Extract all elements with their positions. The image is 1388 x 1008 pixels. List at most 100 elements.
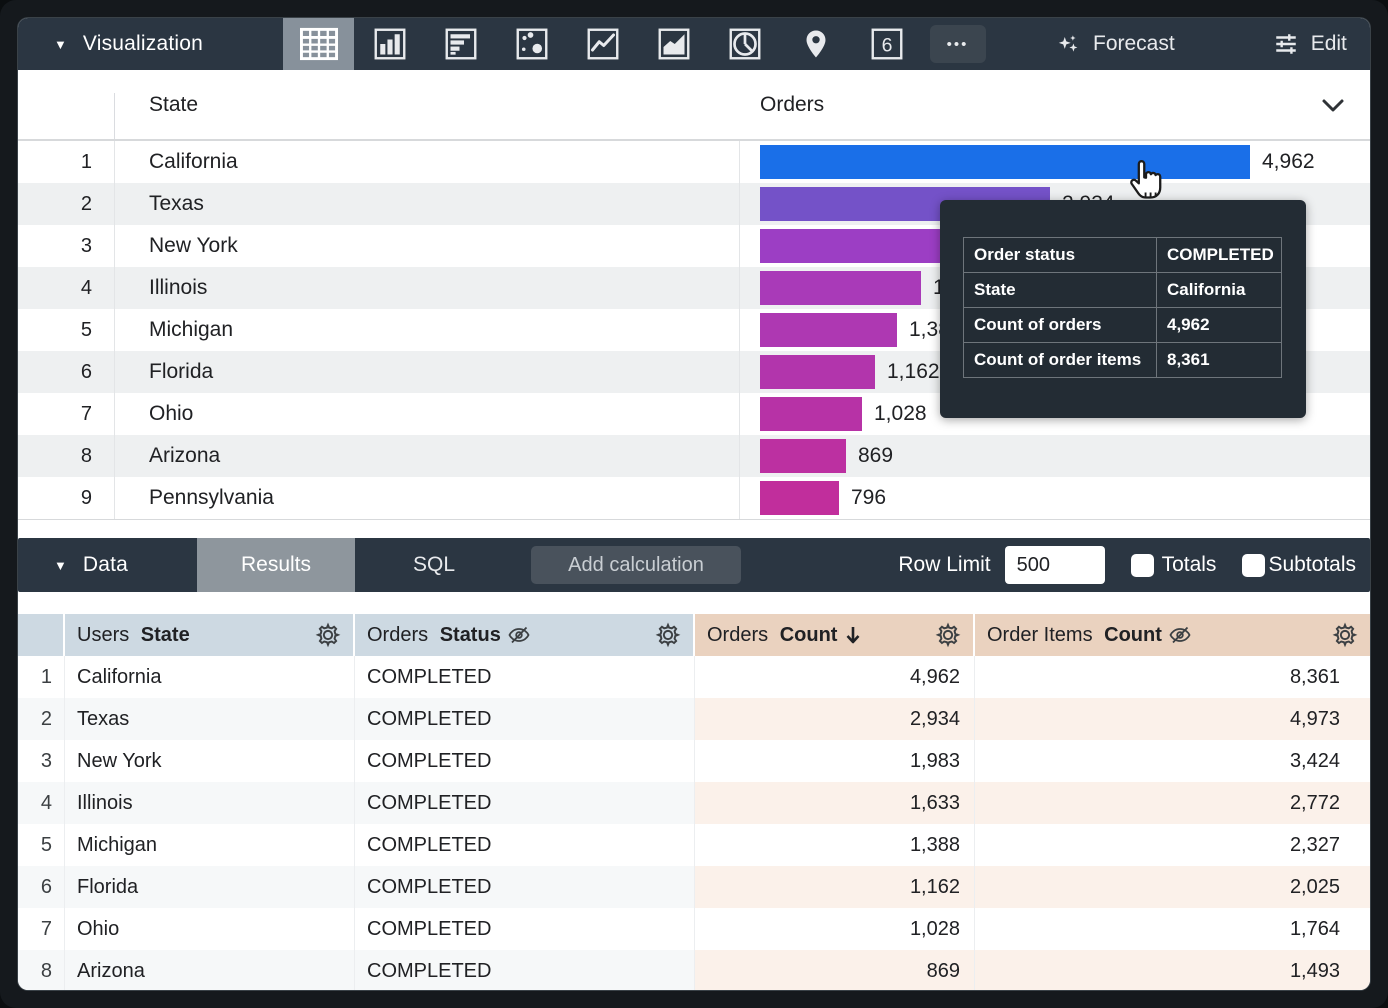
users-state-cell[interactable]: New York [65,740,355,782]
gear-icon[interactable] [935,622,961,648]
explore-window: ▼ Visualization 6 ••• Forecast [18,18,1370,990]
results-column-header-orders-status[interactable]: Orders Status [355,614,695,656]
viz-type-table-button[interactable] [283,18,354,70]
viz-type-single-value-6-button[interactable]: 6 [851,18,922,70]
orders-count-cell[interactable]: 2,934 [695,698,975,740]
orders-bar[interactable] [760,229,956,263]
order-items-count-cell[interactable]: 8,361 [1289,666,1340,688]
order-items-count-cell[interactable]: 3,424 [1289,750,1340,772]
viz-row-number: 3 [18,225,115,267]
orders-bar[interactable] [760,397,862,431]
orders-bar[interactable] [760,271,921,305]
orders-bar-value: 1,028 [874,402,927,425]
viz-orders-column-header[interactable]: Orders [740,93,1370,139]
results-column-header-order-items-count[interactable]: Order Items Count [975,614,1370,656]
users-state-cell[interactable]: Michigan [65,824,355,866]
subtotals-checkbox-group[interactable]: Subtotals [1242,553,1356,577]
eye-off-icon [1168,623,1192,647]
order-items-count-cell[interactable]: 4,973 [975,698,1370,740]
edit-button[interactable]: Edit [1273,18,1347,70]
tab-results[interactable]: Results [197,538,355,592]
orders-count-cell[interactable]: 1,388 [695,824,975,866]
totals-checkbox[interactable] [1130,553,1154,577]
order-items-count-cell[interactable]: 2,327 [1289,834,1340,856]
forecast-button[interactable]: Forecast [1055,18,1175,70]
viz-state-cell: Florida [115,351,740,393]
orders-bar[interactable] [760,355,875,389]
users-state-cell[interactable]: Illinois [65,782,355,824]
tooltip-label: Order status [964,238,1156,273]
orders-count-cell[interactable]: 1,028 [695,908,975,950]
users-state-cell[interactable]: Texas [65,698,355,740]
viz-row-number: 1 [18,141,115,183]
caret-down-icon: ▼ [54,557,67,573]
orders-bar[interactable] [760,313,897,347]
orders-count-cell[interactable]: 869 [695,950,975,990]
viz-row-number: 8 [18,435,115,477]
tooltip-label: State [964,273,1156,308]
pie-chart-icon [727,26,763,62]
gear-icon[interactable] [1332,622,1358,648]
order-items-count-cell[interactable]: 2,025 [975,866,1370,908]
orders-bar[interactable] [760,145,1250,179]
orders-status-cell[interactable]: COMPLETED [355,950,695,990]
orders-count-cell[interactable]: 1,162 [695,866,975,908]
orders-bar[interactable] [760,439,846,473]
gear-icon[interactable] [655,622,681,648]
users-state-cell[interactable]: Arizona [65,950,355,990]
tooltip-value: 8,361 [1156,343,1282,377]
order-items-count-cell[interactable]: 1,764 [1289,918,1340,940]
orders-count-cell[interactable]: 1,983 [695,740,975,782]
results-rownum-header [18,614,65,656]
viz-table-row: 5 Michigan 1,388 [18,309,1370,351]
orders-status-cell[interactable]: COMPLETED [355,698,695,740]
results-column-header-orders-count[interactable]: Orders Count [695,614,975,656]
orders-status-cell[interactable]: COMPLETED [355,656,695,698]
orders-status-cell[interactable]: COMPLETED [355,824,695,866]
row-limit-input[interactable] [1004,546,1105,584]
viz-type-line-chart-button[interactable] [567,18,638,70]
orders-status-cell[interactable]: COMPLETED [355,866,695,908]
viz-type-more-button[interactable]: ••• [922,18,993,70]
viz-rownum-header [18,93,115,139]
viz-type-horizontal-bar-chart-button[interactable] [425,18,496,70]
orders-status-cell[interactable]: COMPLETED [355,908,695,950]
tab-sql[interactable]: SQL [412,553,456,576]
orders-count-cell[interactable]: 4,962 [695,656,975,698]
visualization-section-toggle[interactable]: ▼ Visualization [18,18,283,70]
data-section-toggle[interactable]: ▼ Data [18,538,197,592]
results-table-header: Users State Orders Status Orders Count O… [18,614,1370,656]
order-items-count-cell[interactable]: 2,772 [975,782,1370,824]
results-row-number: 6 [18,866,65,908]
viz-type-bar-chart-button[interactable] [354,18,425,70]
line-chart-icon [585,26,621,62]
viz-bar-cell: 1,388 [740,309,1370,351]
viz-type-area-chart-button[interactable] [638,18,709,70]
viz-state-column-header[interactable]: State [149,93,199,116]
viz-type-scatter-button[interactable] [496,18,567,70]
results-table-body: 1 California COMPLETED 4,962 8,361 2 Tex… [18,656,1370,990]
column-header-label: Orders Count [707,624,863,647]
sort-desc-icon [843,624,863,646]
bar-chart-icon [372,26,408,62]
users-state-cell[interactable]: Florida [65,866,355,908]
users-state-cell[interactable]: Ohio [65,908,355,950]
orders-status-cell[interactable]: COMPLETED [355,740,695,782]
orders-count-cell[interactable]: 1,633 [695,782,975,824]
orders-bar-value: 4,962 [1262,150,1315,173]
add-calculation-button[interactable]: Add calculation [531,546,741,584]
order-items-count-cell[interactable]: 1,493 [975,950,1370,990]
viz-type-pie-chart-button[interactable] [709,18,780,70]
subtotals-checkbox[interactable] [1242,553,1266,577]
results-table-row: 2 Texas COMPLETED 2,934 4,973 [18,698,1370,740]
orders-status-cell[interactable]: COMPLETED [355,782,695,824]
viz-type-map-pin-button[interactable] [780,18,851,70]
results-column-header-users-state[interactable]: Users State [65,614,355,656]
users-state-cell[interactable]: California [65,656,355,698]
orders-bar[interactable] [760,481,839,515]
gear-icon[interactable] [315,622,341,648]
results-row-number: 7 [18,908,65,950]
totals-checkbox-group[interactable]: Totals [1130,553,1216,577]
chevron-down-icon[interactable] [1320,97,1346,115]
viz-state-cell: New York [115,225,740,267]
